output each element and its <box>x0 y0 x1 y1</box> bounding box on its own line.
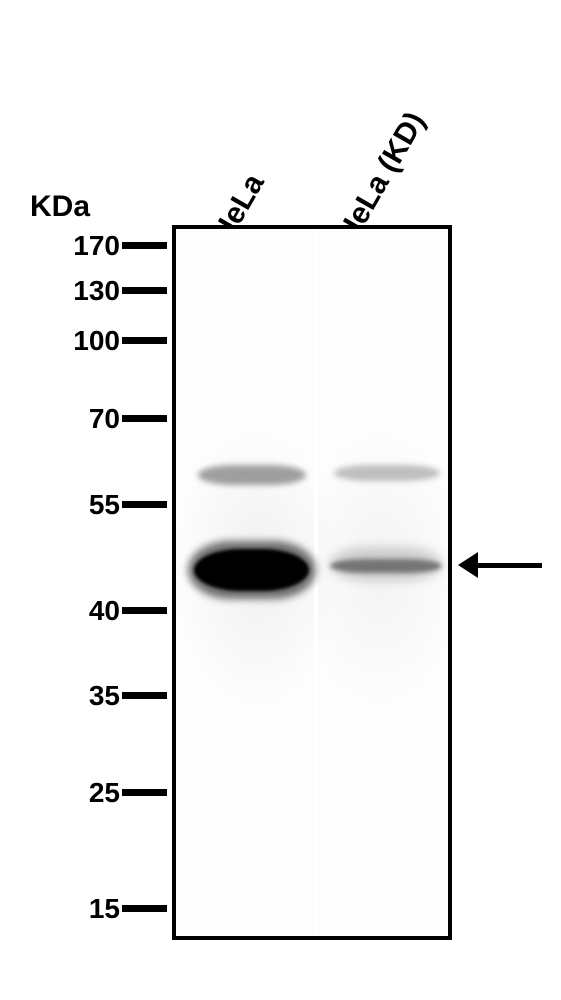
lane-divider <box>314 229 318 936</box>
blot-panel <box>172 225 452 940</box>
mw-marker-tick <box>122 905 167 912</box>
mw-marker-tick <box>122 242 167 249</box>
mw-marker-label: 55 <box>89 489 120 521</box>
mw-marker-label: 100 <box>73 325 120 357</box>
mw-marker-label: 70 <box>89 403 120 435</box>
mw-marker-label: 170 <box>73 230 120 262</box>
blot-band <box>198 465 306 485</box>
blot-band <box>188 541 316 599</box>
blot-band <box>334 465 440 481</box>
figure-stage: KDa 170130100705540352515 HeLaHeLa (KD) <box>0 0 561 1000</box>
arrow-head-icon <box>458 552 478 578</box>
mw-marker-tick <box>122 287 167 294</box>
mw-marker-label: 25 <box>89 777 120 809</box>
mw-marker-label: 130 <box>73 275 120 307</box>
mw-marker-tick <box>122 337 167 344</box>
mw-marker-label: 15 <box>89 893 120 925</box>
mw-marker-tick <box>122 415 167 422</box>
blot-band <box>330 547 442 581</box>
mw-marker-label: 35 <box>89 680 120 712</box>
mw-marker-tick <box>122 607 167 614</box>
mw-marker-tick <box>122 789 167 796</box>
arrow-shaft <box>470 563 542 568</box>
mw-marker-label: 40 <box>89 595 120 627</box>
mw-marker-tick <box>122 692 167 699</box>
mw-marker-tick <box>122 501 167 508</box>
kda-axis-title: KDa <box>30 190 90 224</box>
